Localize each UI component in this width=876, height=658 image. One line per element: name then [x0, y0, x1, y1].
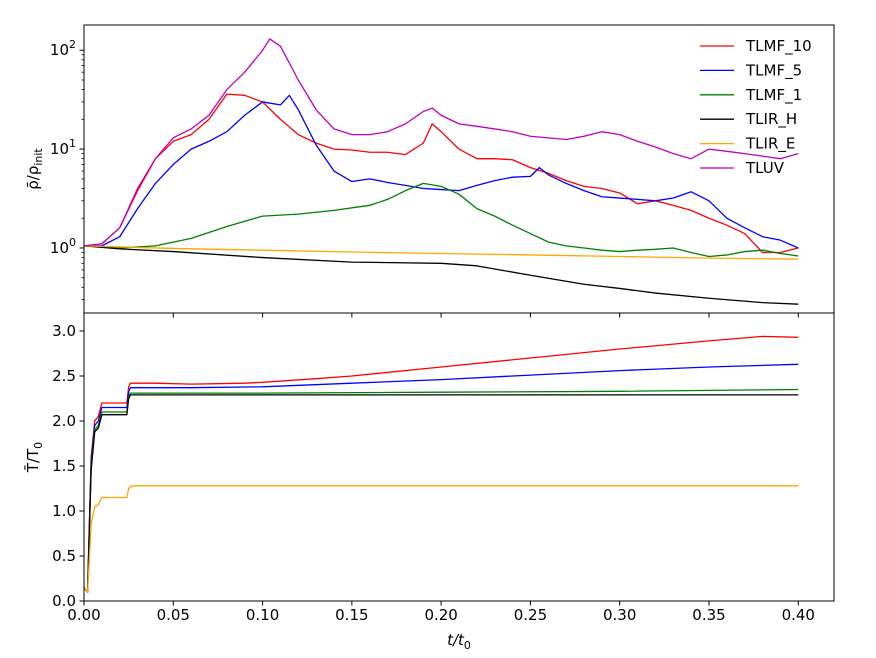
series-line-tlir-h [83, 394, 799, 593]
series-line-tlir-e [83, 245, 799, 260]
series-line-tlmf-1 [83, 182, 799, 258]
x-tick-label: 0.40 [782, 606, 815, 624]
y-tick-label: 3.0 [52, 322, 76, 340]
y-tick-label: 101 [50, 137, 76, 158]
legend-label: TLMF_5 [745, 61, 802, 80]
x-axis-label: t/t0 [447, 631, 471, 652]
x-tick-label: 0.05 [157, 606, 190, 624]
y-tick-label: 0.0 [52, 592, 76, 610]
temperature-panel: 0.0 0.5 1.0 1.5 2.0 2.5 3.0 T̄/T0 [23, 312, 835, 610]
y-tick-label: 102 [50, 38, 76, 59]
density-lines [83, 38, 799, 305]
legend-label: TLMF_10 [745, 37, 812, 56]
series-line-tlmf-10 [83, 335, 799, 593]
temperature-y-ticks: 0.0 0.5 1.0 1.5 2.0 2.5 3.0 [52, 322, 84, 610]
x-tick-label: 0.15 [335, 606, 368, 624]
y-tick-label: 1.5 [52, 457, 76, 475]
temperature-plot-frame [83, 312, 835, 602]
legend: TLMF_10 TLMF_5 TLMF_1 TLIR_H TLIR_E TLUV [700, 37, 812, 177]
temperature-y-axis-label: T̄/T0 [23, 442, 45, 473]
series-line-tluv [83, 38, 799, 247]
y-tick-label: 100 [50, 236, 76, 257]
legend-label: TLMF_1 [745, 86, 802, 105]
x-tick-label: 0.30 [603, 606, 636, 624]
x-axis-ticks: 0.00 0.05 0.10 0.15 0.20 0.25 0.30 0.35 0.40 [67, 313, 815, 624]
legend-label: TLIR_H [745, 110, 797, 129]
density-y-axis-label: ρ̄/ρinit [24, 148, 45, 190]
x-tick-label: 0.35 [692, 606, 725, 624]
temperature-lines [83, 335, 799, 593]
series-line-tlir-h [83, 245, 799, 305]
y-tick-label: 2.0 [52, 412, 76, 430]
y-tick-label: 2.5 [52, 367, 76, 385]
x-tick-label: 0.25 [514, 606, 547, 624]
series-line-tlmf-5 [84, 94, 799, 249]
legend-label: TLUV [745, 159, 785, 177]
legend-label: TLIR_E [745, 135, 795, 154]
y-tick-label: 0.5 [52, 547, 76, 565]
series-line-tlir-e [83, 485, 799, 593]
y-tick-label: 1.0 [52, 502, 76, 520]
x-tick-label: 0.20 [424, 606, 457, 624]
x-tick-label: 0.00 [67, 606, 100, 624]
series-line-tlmf-10 [83, 93, 799, 254]
x-tick-label: 0.10 [246, 606, 279, 624]
